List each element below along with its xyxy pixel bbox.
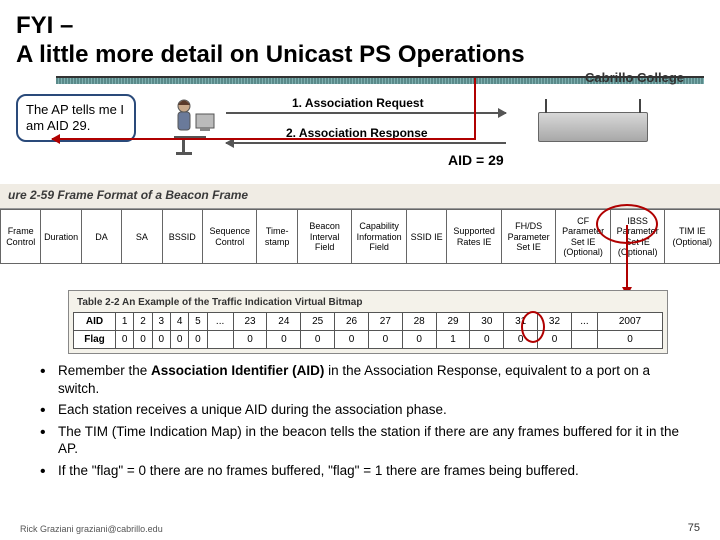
aid-cell: 28: [402, 313, 436, 331]
title-line-1: FYI –: [16, 12, 73, 39]
flag-cell: 0: [116, 331, 134, 349]
aid-equals-label: AID = 29: [448, 152, 504, 168]
frame-field: SSID IE: [407, 210, 447, 263]
frame-field: TIM IE (Optional): [665, 210, 720, 263]
request-label: 1. Association Request: [292, 96, 424, 110]
aid-29-highlight-circle: [521, 311, 545, 343]
aid-row-label: AID: [74, 313, 116, 331]
flag-cell: 0: [597, 331, 662, 349]
flag-cell: 0: [335, 331, 369, 349]
bullet-item: Remember the Association Identifier (AID…: [40, 362, 690, 397]
aid-table-caption: Table 2-2 An Example of the Traffic Indi…: [73, 295, 663, 312]
org-name: Cabrillo College: [585, 70, 684, 85]
page-number: 75: [688, 522, 700, 534]
flag-cell: 0: [233, 331, 267, 349]
frame-field: Capability Information Field: [352, 210, 407, 263]
slide-title: FYI – A little more detail on Unicast PS…: [0, 0, 720, 74]
aid-cell: 29: [436, 313, 470, 331]
aid-cell: 25: [301, 313, 335, 331]
frame-field: BSSID: [163, 210, 203, 263]
bullet-item: Each station receives a unique AID durin…: [40, 401, 690, 419]
flag-cell: 0: [189, 331, 207, 349]
flag-row-label: Flag: [74, 331, 116, 349]
title-line-2: A little more detail on Unicast PS Opera…: [16, 41, 525, 68]
aid-cell: 5: [189, 313, 207, 331]
aid-cell: 30: [470, 313, 504, 331]
frame-field: Sequence Control: [203, 210, 258, 263]
aid-cell: 24: [267, 313, 301, 331]
aid-cell: 2007: [597, 313, 662, 331]
flag-cell: 0: [152, 331, 170, 349]
red-pointer-down: [474, 78, 476, 138]
flag-cell: [571, 331, 597, 349]
frame-field: SA: [122, 210, 162, 263]
aid-cell: ...: [207, 313, 233, 331]
frame-field: Time-stamp: [257, 210, 297, 263]
flag-cell: 0: [402, 331, 436, 349]
request-arrow: [226, 112, 506, 114]
footer-email: Rick Graziani graziani@cabrillo.edu: [20, 524, 163, 534]
flag-cell: 0: [301, 331, 335, 349]
flag-cell: 0: [170, 331, 188, 349]
frame-field: Supported Rates IE: [447, 210, 502, 263]
red-pointer-to-table: [626, 225, 628, 295]
aid-cell: 26: [335, 313, 369, 331]
aid-bitmap-table: AID12345...23242526272829303132...2007 F…: [73, 312, 663, 349]
aid-table-figure: Table 2-2 An Example of the Traffic Indi…: [68, 290, 668, 354]
bullet-list: Remember the Association Identifier (AID…: [40, 362, 690, 483]
response-arrow: [226, 142, 506, 144]
callout-speech: The AP tells me I am AID 29.: [16, 94, 136, 143]
flag-cell: 0: [134, 331, 152, 349]
frame-field: FH/DS Parameter Set IE: [502, 210, 557, 263]
frame-field: Frame Control: [0, 210, 41, 263]
access-point-icon: [538, 112, 648, 142]
aid-cell: ...: [571, 313, 597, 331]
person-at-desk-icon: [168, 96, 218, 156]
bullet-item: The TIM (Time Indication Map) in the bea…: [40, 423, 690, 458]
frame-field: DA: [82, 210, 122, 263]
flag-cell: [207, 331, 233, 349]
frame-field: Duration: [41, 210, 81, 263]
aid-cell: 23: [233, 313, 267, 331]
flag-cell: 1: [436, 331, 470, 349]
aid-cell: 4: [170, 313, 188, 331]
frame-field: Beacon Interval Field: [298, 210, 353, 263]
flag-cell: 0: [267, 331, 301, 349]
aid-cell: 27: [368, 313, 402, 331]
red-pointer-left: [52, 138, 476, 140]
flag-cell: 0: [470, 331, 504, 349]
bullet-item: If the "flag" = 0 there are no frames bu…: [40, 462, 690, 480]
flag-cell: 0: [368, 331, 402, 349]
aid-cell: 2: [134, 313, 152, 331]
aid-cell: 3: [152, 313, 170, 331]
aid-cell: 1: [116, 313, 134, 331]
